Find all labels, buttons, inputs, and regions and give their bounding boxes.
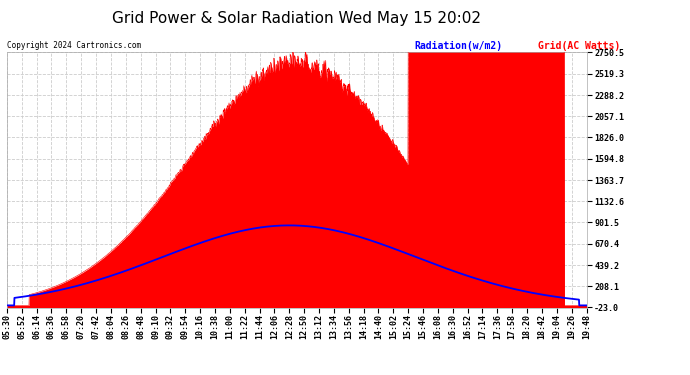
Text: Radiation(w/m2): Radiation(w/m2): [414, 41, 502, 51]
Text: Copyright 2024 Cartronics.com: Copyright 2024 Cartronics.com: [7, 41, 141, 50]
Text: Grid(AC Watts): Grid(AC Watts): [538, 41, 620, 51]
Text: Grid Power & Solar Radiation Wed May 15 20:02: Grid Power & Solar Radiation Wed May 15 …: [112, 11, 481, 26]
